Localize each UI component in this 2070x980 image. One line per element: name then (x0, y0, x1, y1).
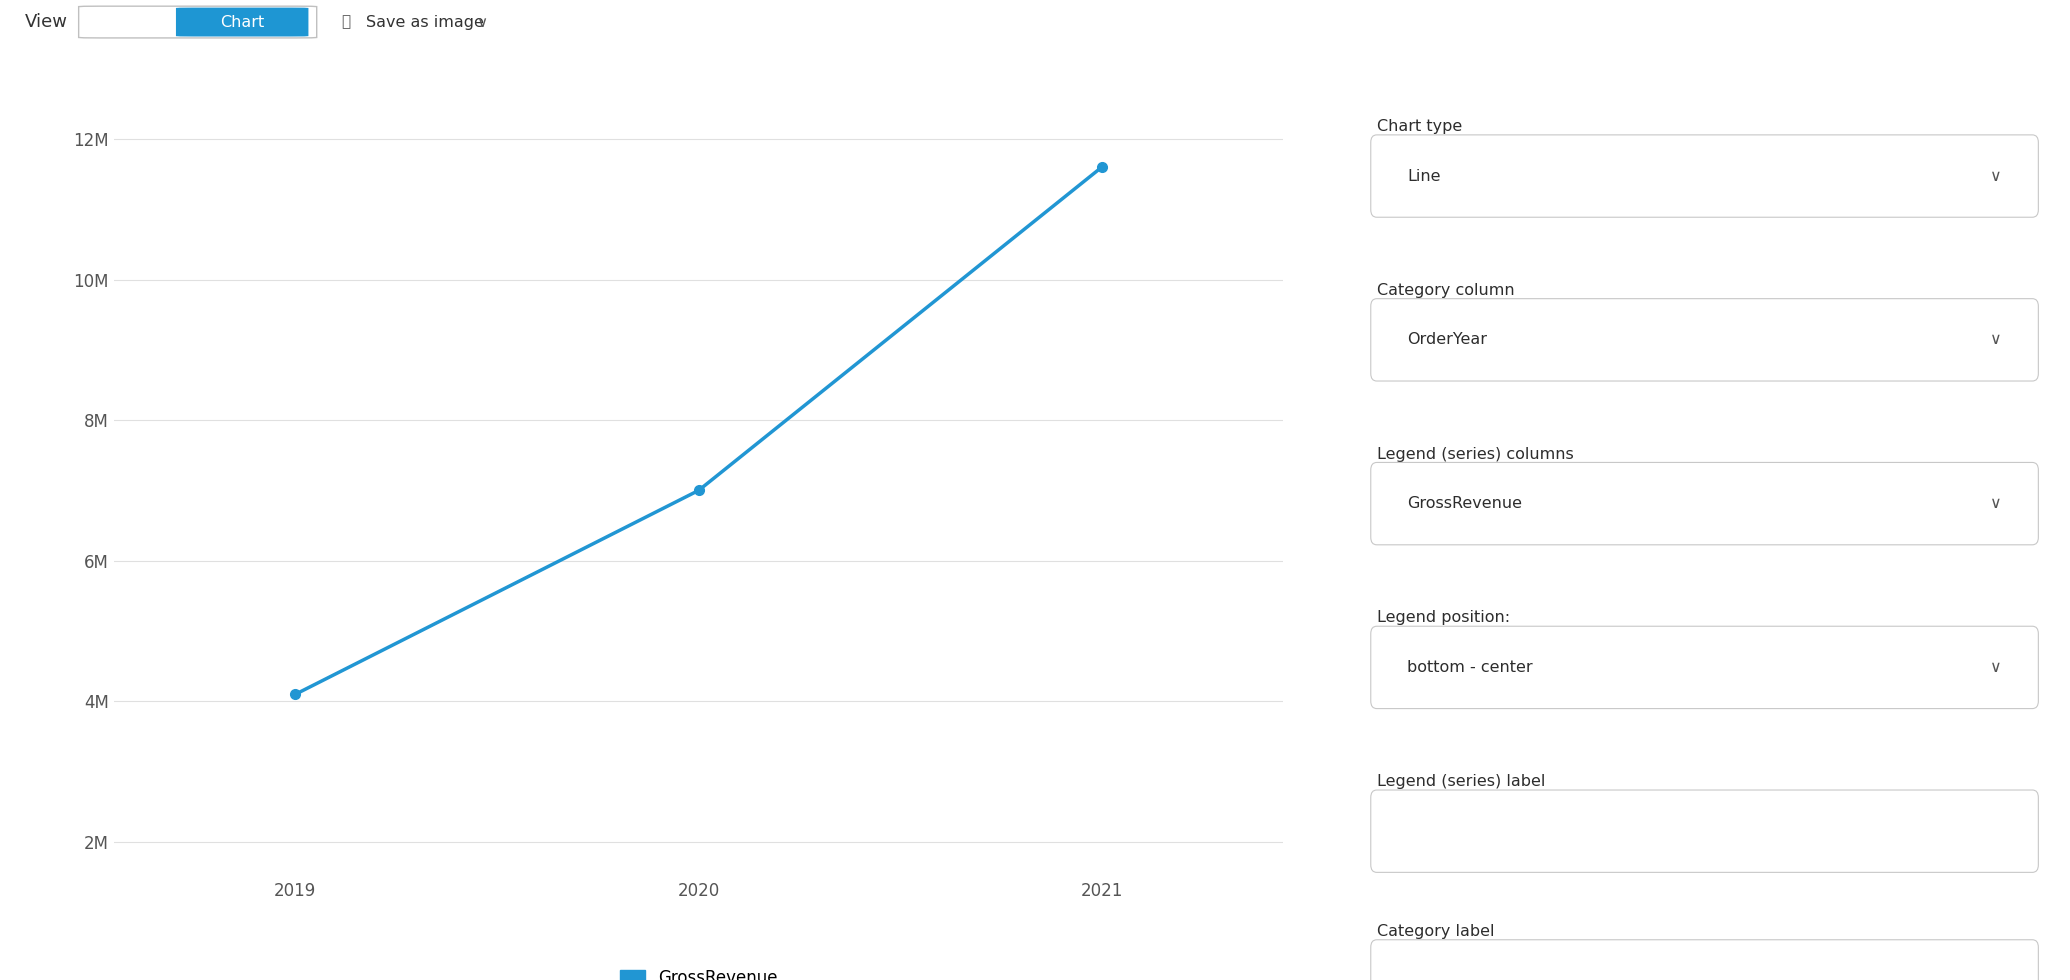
Text: Chart type: Chart type (1377, 119, 1461, 134)
Text: GrossRevenue: GrossRevenue (1408, 496, 1521, 512)
FancyBboxPatch shape (1370, 940, 2039, 980)
Text: ∨: ∨ (476, 15, 486, 29)
Text: Line: Line (1408, 169, 1441, 183)
Text: bottom - center: bottom - center (1408, 660, 1532, 675)
Text: Chart: Chart (219, 15, 265, 29)
Legend: GrossRevenue: GrossRevenue (613, 962, 785, 980)
Text: View: View (25, 13, 68, 31)
FancyBboxPatch shape (1370, 463, 2039, 545)
Text: ∨: ∨ (1991, 660, 2002, 675)
FancyBboxPatch shape (1370, 135, 2039, 218)
Text: Legend (series) label: Legend (series) label (1377, 774, 1544, 789)
FancyBboxPatch shape (1370, 299, 2039, 381)
Text: Category label: Category label (1377, 924, 1495, 939)
Text: Legend (series) columns: Legend (series) columns (1377, 447, 1573, 462)
Text: 📷: 📷 (342, 15, 350, 29)
Text: Category column: Category column (1377, 283, 1515, 298)
FancyBboxPatch shape (176, 8, 308, 36)
FancyBboxPatch shape (1370, 790, 2039, 872)
FancyBboxPatch shape (1370, 626, 2039, 709)
Text: ∨: ∨ (1991, 496, 2002, 512)
Text: ∨: ∨ (1991, 169, 2002, 183)
Text: Legend position:: Legend position: (1377, 611, 1509, 625)
Text: OrderYear: OrderYear (1408, 332, 1486, 347)
FancyBboxPatch shape (79, 6, 317, 38)
Text: Table: Table (118, 15, 159, 29)
Text: Save as image: Save as image (366, 15, 484, 29)
Text: ∨: ∨ (1991, 332, 2002, 347)
